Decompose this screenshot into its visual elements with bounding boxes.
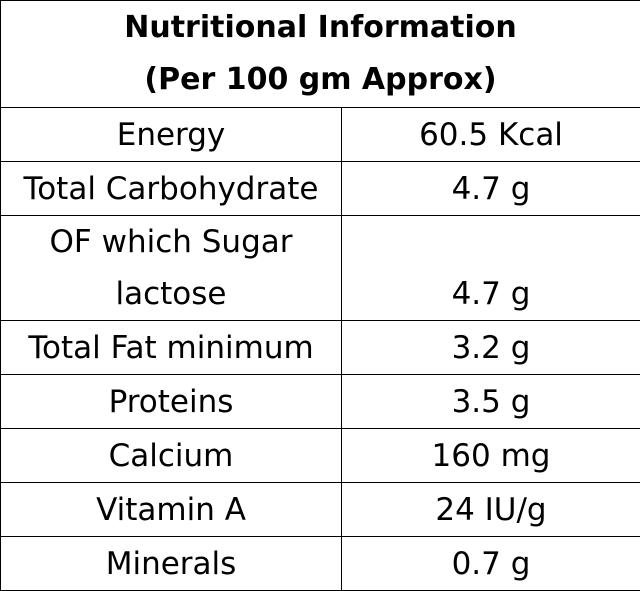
nutrient-name-line-2: lactose <box>1 268 341 320</box>
table-header-row: Nutritional Information (Per 100 gm Appr… <box>1 1 640 108</box>
table-row-minerals: Minerals 0.7 g <box>1 537 640 591</box>
nutrient-name: Proteins <box>1 375 342 429</box>
nutrient-name-line-1: OF which Sugar <box>1 216 341 268</box>
nutrient-name: Minerals <box>1 537 342 591</box>
nutrient-value: 24 IU/g <box>342 483 640 537</box>
nutrient-value: 0.7 g <box>342 537 640 591</box>
nutrient-value: 60.5 Kcal <box>342 108 640 162</box>
nutrient-value: 3.2 g <box>342 321 640 375</box>
table-row-energy: Energy 60.5 Kcal <box>1 108 640 162</box>
nutrient-value: 160 mg <box>342 429 640 483</box>
nutrient-name: Total Fat minimum <box>1 321 342 375</box>
table-row-sugar-lactose: OF which Sugar lactose 4.7 g <box>1 216 640 321</box>
nutrient-value: 4.7 g <box>342 216 640 321</box>
nutrient-value: 3.5 g <box>342 375 640 429</box>
table-title-line-2: (Per 100 gm Approx) <box>1 54 640 106</box>
nutrient-value: 4.7 g <box>342 162 640 216</box>
table-title-line-1: Nutritional Information <box>1 2 640 54</box>
nutrient-name: Energy <box>1 108 342 162</box>
nutrient-name: Calcium <box>1 429 342 483</box>
table-title: Nutritional Information (Per 100 gm Appr… <box>1 1 640 108</box>
table-row-calcium: Calcium 160 mg <box>1 429 640 483</box>
table-row-proteins: Proteins 3.5 g <box>1 375 640 429</box>
nutrient-name: Total Carbohydrate <box>1 162 342 216</box>
table-row-total-fat: Total Fat minimum 3.2 g <box>1 321 640 375</box>
nutrient-name: Vitamin A <box>1 483 342 537</box>
table-row-total-carbohydrate: Total Carbohydrate 4.7 g <box>1 162 640 216</box>
nutrient-name: OF which Sugar lactose <box>1 216 342 321</box>
table-row-vitamin-a: Vitamin A 24 IU/g <box>1 483 640 537</box>
